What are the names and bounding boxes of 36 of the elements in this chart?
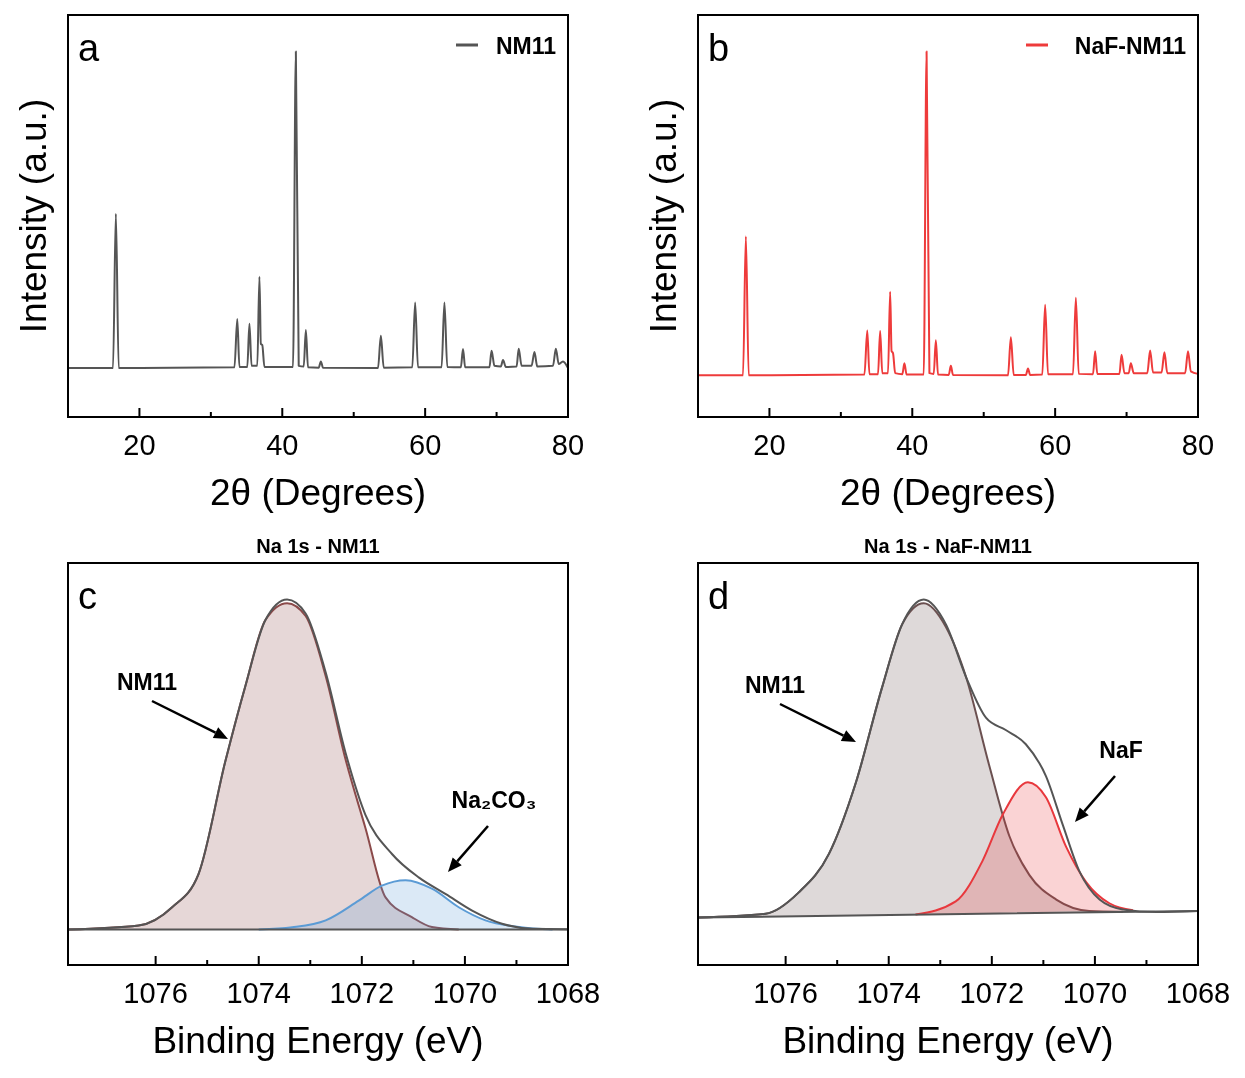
x-tick-label: 1076 [753, 977, 818, 1009]
x-axis-title: 2θ (Degrees) [840, 472, 1056, 513]
chart-title: Na 1s - NaF-NM11 [864, 535, 1032, 557]
annotation: c [78, 575, 97, 617]
x-tick-label: 40 [896, 429, 929, 461]
x-tick-label: 1068 [1165, 977, 1231, 1009]
annotation: d [708, 575, 730, 617]
x-tick-label: 80 [551, 429, 585, 461]
x-tick-label: 80 [1181, 429, 1215, 461]
x-tick-label: 20 [123, 429, 156, 461]
x-tick-label: 60 [1039, 429, 1072, 461]
annotation: b [708, 27, 730, 69]
x-axis-title: Binding Energy (eV) [782, 1020, 1114, 1061]
x-tick-label: 60 [409, 429, 442, 461]
x-tick-label: 1074 [226, 977, 291, 1009]
y-axis-title: Intensity (a.u.) [13, 98, 54, 334]
x-tick-label: 1068 [535, 977, 601, 1009]
x-tick-label: 20 [753, 429, 786, 461]
y-axis-title: Intensity (a.u.) [643, 98, 684, 334]
annotation: NM11 [744, 672, 806, 698]
chart-title: Na 1s - NM11 [256, 535, 380, 557]
annotation: a [78, 27, 100, 69]
legend-label: NaF-NM11 [1074, 33, 1187, 59]
x-tick-label: 1072 [329, 977, 395, 1009]
x-tick-label: 1074 [856, 977, 921, 1009]
x-tick-label: 1070 [432, 977, 498, 1009]
x-tick-label: 40 [266, 429, 299, 461]
annotation: Na₂CO₃ [451, 787, 537, 813]
annotation: NaF [1099, 737, 1143, 763]
x-tick-label: 1076 [123, 977, 188, 1009]
annotation: NM11 [116, 669, 178, 695]
x-axis-title: Binding Energy (eV) [152, 1020, 484, 1061]
x-tick-label: 1070 [1062, 977, 1128, 1009]
legend-label: NM11 [495, 33, 557, 59]
x-axis-title: 2θ (Degrees) [210, 472, 426, 513]
x-tick-label: 1072 [959, 977, 1025, 1009]
